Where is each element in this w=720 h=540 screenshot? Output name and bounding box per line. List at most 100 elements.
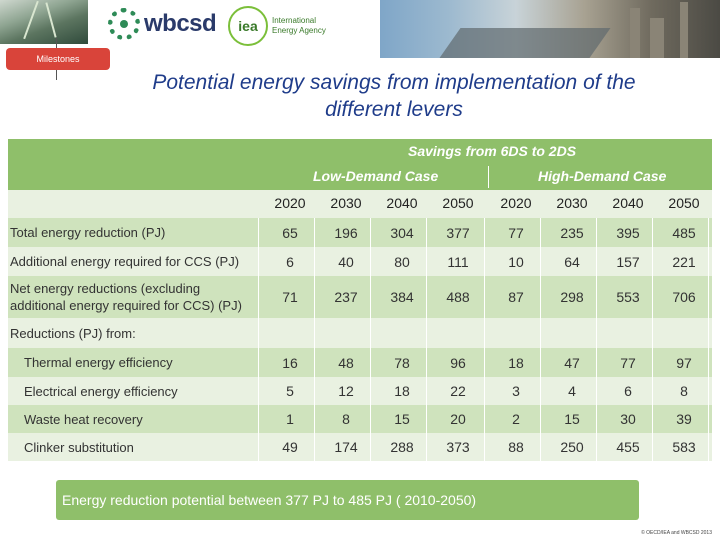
year-header-cell: 2040 xyxy=(386,195,418,211)
column-divider xyxy=(596,218,597,461)
table-cell: 583 xyxy=(672,439,696,455)
table-cell: 237 xyxy=(334,289,358,305)
iea-logo: iea International Energy Agency xyxy=(228,6,326,46)
year-header-cell: 2030 xyxy=(330,195,362,211)
table-cell: 87 xyxy=(508,289,524,305)
table-cell: 111 xyxy=(447,254,469,270)
table-cell: 2 xyxy=(512,411,520,427)
table-cell: 15 xyxy=(394,411,410,427)
row-label: Additional energy required for CCS (PJ) xyxy=(10,254,240,269)
table-year-header: 2020 2030 2040 2050 2020 2030 2040 2050 xyxy=(8,190,712,218)
table-cell: 3 xyxy=(512,383,520,399)
table-cell: 30 xyxy=(620,411,636,427)
table-cell: 4 xyxy=(568,383,576,399)
row-label: Electrical energy efficiency xyxy=(24,384,178,399)
table-cell: 96 xyxy=(450,355,466,371)
table-row: Thermal energy efficiency 16 48 78 96 18 47 77 9… xyxy=(8,348,712,377)
table-cell: 97 xyxy=(676,355,692,371)
table-row: Additional energy required for CCS (PJ) 6… xyxy=(8,247,712,276)
table-cell: 706 xyxy=(672,289,696,305)
table-cell: 77 xyxy=(620,355,636,371)
high-demand-case-label: High-Demand Case xyxy=(538,168,667,184)
column-divider xyxy=(314,218,315,461)
table-cell: 77 xyxy=(508,225,524,241)
table-cell: 80 xyxy=(394,254,410,270)
column-divider xyxy=(370,218,371,461)
row-label: Net energy reductions (excluding addition… xyxy=(10,281,242,313)
milestones-badge[interactable]: Milestones xyxy=(6,48,110,70)
year-header-cell: 2020 xyxy=(500,195,532,211)
column-divider xyxy=(258,218,259,461)
table-cell: 1 xyxy=(286,411,294,427)
table-cell: 48 xyxy=(338,355,354,371)
plant-photo xyxy=(0,0,88,44)
table-cell: 373 xyxy=(446,439,470,455)
row-label: Total energy reduction (PJ) xyxy=(10,225,166,240)
column-divider xyxy=(426,218,427,461)
table-row: Waste heat recovery 1 8 15 20 2 15 30 39 xyxy=(8,405,712,433)
table-row: Total energy reduction (PJ) 65 196 304 377 77… xyxy=(8,218,712,247)
wbcsd-wordmark: wbcsd xyxy=(144,10,217,37)
year-header-cell: 2050 xyxy=(668,195,700,211)
table-cell: 455 xyxy=(616,439,640,455)
table-cell: 488 xyxy=(446,289,470,305)
table-cell: 8 xyxy=(680,383,688,399)
table-cell: 78 xyxy=(394,355,410,371)
table-cell: 553 xyxy=(616,289,640,305)
table-cell: 250 xyxy=(560,439,584,455)
table-cell: 40 xyxy=(338,254,354,270)
year-header-cell: 2040 xyxy=(612,195,644,211)
table-cell: 485 xyxy=(672,225,696,241)
table-cell: 47 xyxy=(564,355,580,371)
table-cell: 384 xyxy=(390,289,414,305)
table-cell: 64 xyxy=(564,254,580,270)
table-cell: 395 xyxy=(616,225,640,241)
table-cell: 196 xyxy=(334,225,358,241)
table-cell: 6 xyxy=(286,254,294,270)
table-cell: 65 xyxy=(282,225,298,241)
table-cell: 18 xyxy=(508,355,524,371)
year-header-cell: 2050 xyxy=(442,195,474,211)
iea-emblem-icon: iea xyxy=(228,6,268,46)
table-cell: 174 xyxy=(334,439,358,455)
table-cell: 304 xyxy=(390,225,414,241)
table-cell: 49 xyxy=(282,439,298,455)
table-cell: 221 xyxy=(672,254,696,270)
table-cell: 12 xyxy=(338,383,354,399)
table-cell: 288 xyxy=(390,439,414,455)
table-cell: 71 xyxy=(282,289,298,305)
row-label: Reductions (PJ) from: xyxy=(10,326,136,341)
table-cell: 10 xyxy=(508,254,524,270)
table-cell: 8 xyxy=(342,411,350,427)
row-label: Thermal energy efficiency xyxy=(24,355,173,370)
table-row: Electrical energy efficiency 5 12 18 22 3 4 6 8 xyxy=(8,377,712,405)
table-cell: 298 xyxy=(560,289,584,305)
wbcsd-logo: wbcsd xyxy=(108,8,217,40)
table-case-header: Low-Demand Case High-Demand Case xyxy=(8,164,712,190)
table-top-header: Savings from 6DS to 2DS xyxy=(8,139,712,164)
row-label: Clinker substitution xyxy=(24,440,134,455)
city-photo xyxy=(380,0,720,58)
table-cell: 377 xyxy=(446,225,470,241)
table-cell: 39 xyxy=(676,411,692,427)
column-divider xyxy=(652,218,653,461)
summary-callout: Energy reduction potential between 377 P… xyxy=(56,480,639,520)
table-cell: 88 xyxy=(508,439,524,455)
year-header-cell: 2020 xyxy=(274,195,306,211)
table-cell: 15 xyxy=(564,411,580,427)
year-header-cell: 2030 xyxy=(556,195,588,211)
header-banner: Milestones wbcsd iea International Energ… xyxy=(0,0,720,80)
table-row: Reductions (PJ) from: xyxy=(8,318,712,348)
wbcsd-emblem-icon xyxy=(108,8,140,40)
table-row: Clinker substitution 49 174 288 373 88 250 455 5… xyxy=(8,433,712,461)
iea-name: International Energy Agency xyxy=(272,16,326,35)
column-divider xyxy=(708,218,709,461)
column-divider xyxy=(484,218,485,461)
table-cell: 22 xyxy=(450,383,466,399)
table-cell: 18 xyxy=(394,383,410,399)
savings-table: Savings from 6DS to 2DS Low-Demand Case … xyxy=(8,139,712,465)
table-row: Net energy reductions (excluding addition… xyxy=(8,276,712,318)
table-cell: 6 xyxy=(624,383,632,399)
page-title: Potential energy savings from implementa… xyxy=(152,71,636,121)
row-label: Waste heat recovery xyxy=(24,412,143,427)
